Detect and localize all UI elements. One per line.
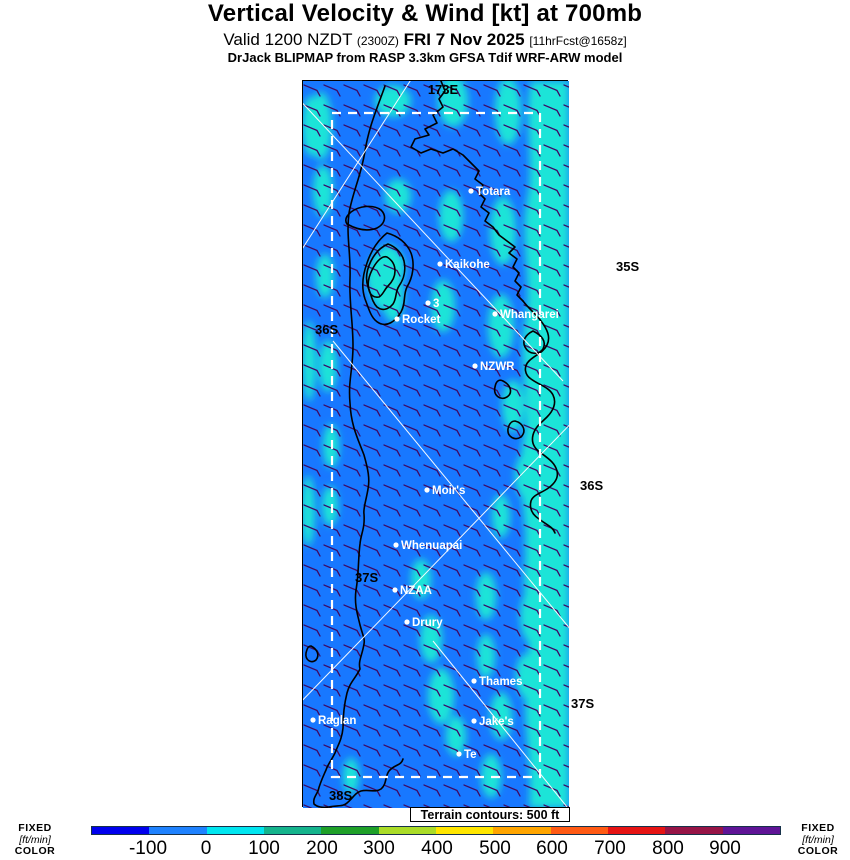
svg-text:37S: 37S <box>355 570 378 585</box>
svg-text:35S: 35S <box>616 259 639 274</box>
svg-text:38S: 38S <box>329 788 352 803</box>
svg-text:36S: 36S <box>315 322 338 337</box>
svg-text:173E: 173E <box>428 82 459 97</box>
svg-text:36S: 36S <box>580 478 603 493</box>
svg-text:37S: 37S <box>571 696 594 711</box>
